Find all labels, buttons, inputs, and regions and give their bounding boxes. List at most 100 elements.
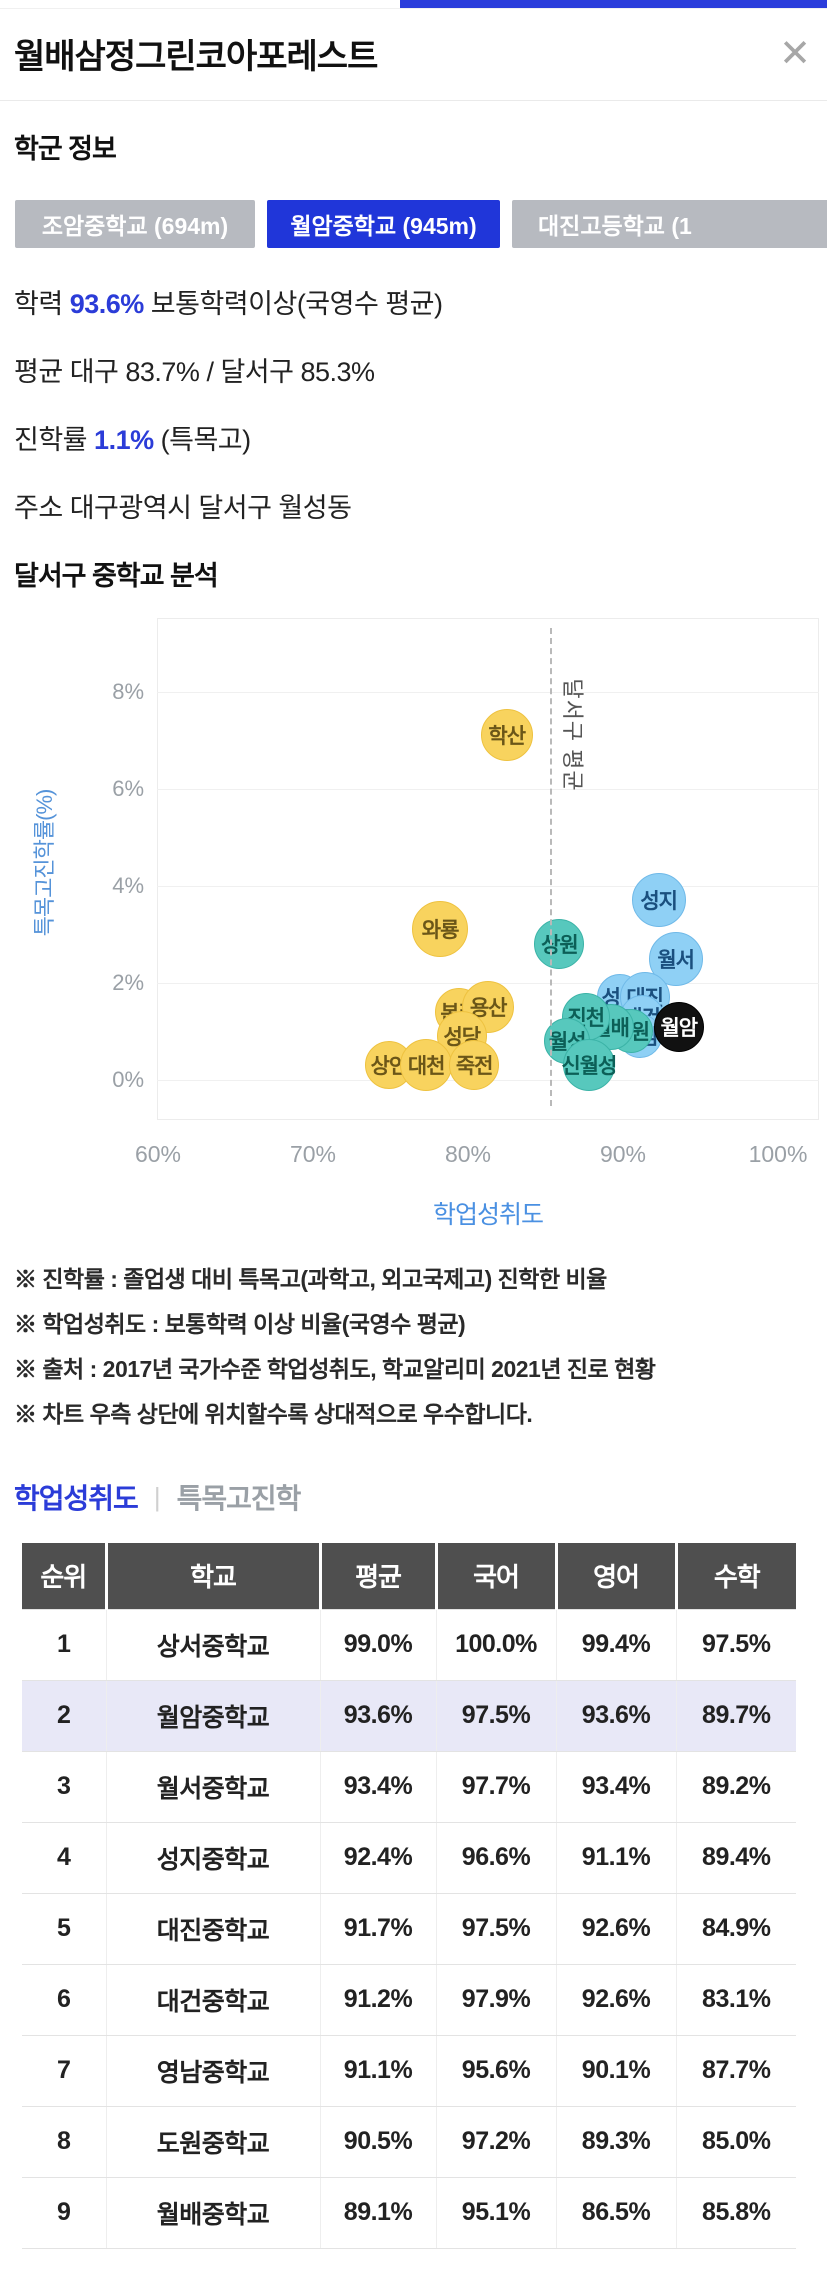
table-cell: 92.6% <box>555 1892 676 1965</box>
table-cell: 영남중학교 <box>105 2034 320 2107</box>
table-cell: 97.5% <box>435 1892 556 1965</box>
y-tick-label: 4% <box>112 872 144 898</box>
section-title-school-info: 학군 정보 <box>14 134 117 164</box>
table-cell: 89.4% <box>675 1821 796 1894</box>
note-line: ※ 진학률 : 졸업생 대비 특목고(과학고, 외고국제고) 진학한 비율 <box>14 1266 607 1292</box>
ranking-table-tabs: 학업성취도 | 특목고진학 <box>14 1477 813 1517</box>
table-cell: 95.1% <box>435 2176 556 2249</box>
x-tick-label: 70% <box>289 1141 337 1167</box>
stat-value: 1.1% <box>94 425 154 455</box>
x-tick-label: 60% <box>134 1141 182 1167</box>
school-stats: 학력 93.6% 보통학력이상(국영수 평균) 평균 대구 83.7% / 달서… <box>14 282 813 525</box>
tab-divider: | <box>153 1481 161 1512</box>
table-header-cell: 순위 <box>22 1543 106 1609</box>
panel-header: 월배삼정그린코아포레스트 ✕ <box>0 9 827 101</box>
table-header-cell: 학교 <box>104 1543 320 1609</box>
chart-bubble-신월성[interactable]: 신월성 <box>561 1039 617 1092</box>
school-ranking-table: 순위 학교 평균 국어 영어 수학 1 상서중학교 99.0% 100.0% 99.4% 97.5%… <box>22 1543 796 2249</box>
close-icon[interactable]: ✕ <box>779 32 811 75</box>
table-row[interactable]: 7 영남중학교 91.1% 95.6% 90.1% 87.7% <box>22 2034 796 2107</box>
tab-school-3[interactable]: 대진고등학교 (1 <box>512 200 827 248</box>
x-tick-label: 100% <box>748 1141 808 1167</box>
table-cell: 93.4% <box>319 1750 436 1823</box>
table-cell: 99.4% <box>555 1608 676 1681</box>
table-row[interactable]: 9 월배중학교 89.1% 95.1% 86.5% 85.8% <box>22 2176 796 2249</box>
table-cell: 97.5% <box>435 1679 556 1752</box>
chart-bubble-성지[interactable]: 성지 <box>631 873 686 928</box>
stat-suffix: 보통학력이상(국영수 평균) <box>150 289 443 319</box>
table-cell: 1 <box>22 1608 106 1681</box>
stat-suffix: 대구 83.7% / 달서구 85.3% <box>69 357 375 387</box>
stat-label: 주소 <box>14 493 63 523</box>
stat-suffix: 대구광역시 달서구 월성동 <box>69 493 352 523</box>
table-cell: 89.3% <box>555 2105 676 2178</box>
table-cell: 7 <box>22 2034 106 2107</box>
table-row[interactable]: 6 대건중학교 91.2% 97.9% 92.6% 83.1% <box>22 1963 796 2036</box>
table-cell: 92.6% <box>555 1963 676 2036</box>
table-cell: 96.6% <box>435 1821 556 1894</box>
note-line: ※ 차트 우측 상단에 위치할수록 상대적으로 우수합니다. <box>14 1401 533 1427</box>
table-cell: 성지중학교 <box>105 1821 320 1894</box>
x-axis-label: 학업성취도 <box>432 1201 544 1229</box>
table-cell: 85.0% <box>675 2105 796 2178</box>
table-header-cell: 수학 <box>674 1543 796 1609</box>
stat-label: 학력 <box>14 289 63 319</box>
table-cell: 86.5% <box>555 2176 676 2249</box>
table-cell: 89.1% <box>319 2176 436 2249</box>
tab-school-2-active[interactable]: 월암중학교 (945m) <box>267 200 500 248</box>
table-cell: 3 <box>22 1750 106 1823</box>
chart-notes: ※ 진학률 : 졸업생 대비 특목고(과학고, 외고국제고) 진학한 비율 ※ … <box>14 1257 813 1437</box>
table-cell: 90.1% <box>555 2034 676 2107</box>
table-cell: 대진중학교 <box>105 1892 320 1965</box>
chart-bubble-월암[interactable]: 월암 <box>653 1001 704 1052</box>
table-cell: 2 <box>22 1679 106 1752</box>
table-header-cell: 평균 <box>318 1543 436 1609</box>
chart-bubble-대천[interactable]: 대천 <box>400 1039 453 1092</box>
x-tick-label: 90% <box>599 1141 647 1167</box>
table-cell: 91.7% <box>319 1892 436 1965</box>
stat-suffix: (특목고) <box>160 425 252 455</box>
school-tabs: 조암중학교 (694m) 월암중학교 (945m) 대진고등학교 (1 <box>15 200 827 248</box>
table-cell: 8 <box>22 2105 106 2178</box>
table-cell: 4 <box>22 1821 106 1894</box>
table-row[interactable]: 2 월암중학교 93.6% 97.5% 93.6% 89.7% <box>22 1679 796 1752</box>
table-row[interactable]: 1 상서중학교 99.0% 100.0% 99.4% 97.5% <box>22 1608 796 1681</box>
table-cell: 97.5% <box>675 1608 796 1681</box>
y-tick-label: 2% <box>112 969 144 995</box>
table-row[interactable]: 8 도원중학교 90.5% 97.2% 89.3% 85.0% <box>22 2105 796 2178</box>
chart-bubble-와룡[interactable]: 와룡 <box>412 901 469 958</box>
page-title: 월배삼정그린코아포레스트 <box>14 38 378 76</box>
top-accent-bar <box>400 0 827 8</box>
table-row[interactable]: 4 성지중학교 92.4% 96.6% 91.1% 89.4% <box>22 1821 796 1894</box>
stat-average: 평균 대구 83.7% / 달서구 85.3% <box>14 350 813 389</box>
table-cell: 월암중학교 <box>105 1679 320 1752</box>
chart-bubble-학산[interactable]: 학산 <box>480 709 533 762</box>
table-cell: 90.5% <box>319 2105 436 2178</box>
table-row[interactable]: 5 대진중학교 91.7% 97.5% 92.6% 84.9% <box>22 1892 796 1965</box>
tab-achievement-active[interactable]: 학업성취도 <box>14 1483 139 1514</box>
y-tick-label: 6% <box>112 775 144 801</box>
stat-value: 93.6% <box>69 289 145 319</box>
table-cell: 월배중학교 <box>105 2176 320 2249</box>
top-strip <box>0 0 827 9</box>
gridline <box>157 691 819 693</box>
table-cell: 97.9% <box>435 1963 556 2036</box>
table-cell: 93.6% <box>319 1679 436 1752</box>
x-tick-label: 80% <box>444 1141 492 1167</box>
table-row[interactable]: 3 월서중학교 93.4% 97.7% 93.4% 89.2% <box>22 1750 796 1823</box>
table-header-cell: 영어 <box>554 1543 676 1609</box>
table-cell: 9 <box>22 2176 106 2249</box>
table-cell: 89.7% <box>675 1679 796 1752</box>
note-line: ※ 학업성취도 : 보통학력 이상 비율(국영수 평균) <box>14 1311 466 1337</box>
table-cell: 월서중학교 <box>105 1750 320 1823</box>
district-average-refline <box>550 628 553 1106</box>
chart-bubble-죽전[interactable]: 죽전 <box>449 1040 500 1091</box>
stat-address: 주소 대구광역시 달서구 월성동 <box>14 486 813 525</box>
table-cell: 상서중학교 <box>105 1608 320 1681</box>
gridline <box>157 788 819 790</box>
table-cell: 97.2% <box>435 2105 556 2178</box>
y-axis-label: 특목고진학률(%) <box>32 789 57 937</box>
tab-special-school[interactable]: 특목고진학 <box>176 1483 302 1514</box>
tab-school-1[interactable]: 조암중학교 (694m) <box>15 200 255 248</box>
table-cell: 97.7% <box>435 1750 556 1823</box>
